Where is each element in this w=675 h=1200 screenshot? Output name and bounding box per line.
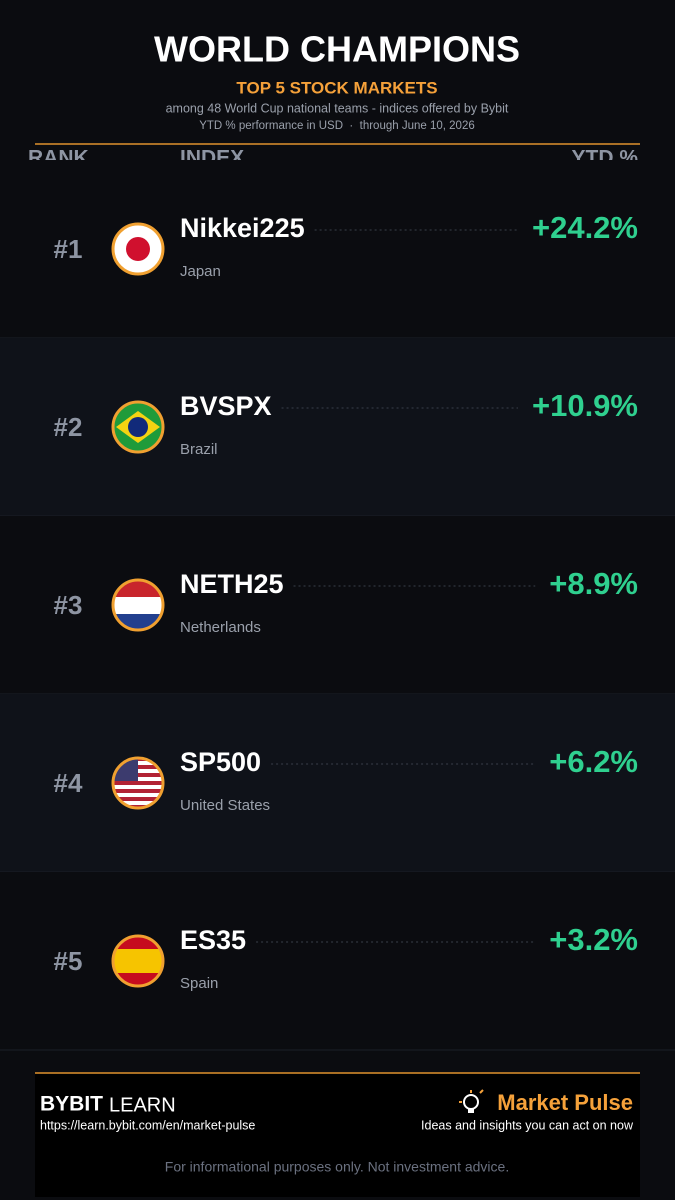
rank: #2: [54, 412, 83, 442]
row-background: [0, 160, 675, 338]
country: Spain: [180, 975, 218, 992]
flag-border: [111, 400, 165, 454]
rank: #4: [54, 768, 83, 798]
row-background: [0, 872, 675, 1050]
row-background: [0, 694, 675, 872]
ytd-value: +3.2%: [549, 922, 638, 957]
flag-border: [111, 756, 165, 810]
flag: [111, 400, 165, 454]
title: WORLD CHAMPIONS: [154, 29, 520, 70]
index-name: BVSPX: [180, 391, 272, 421]
brand-suffix: LEARN: [109, 1094, 176, 1116]
ytd-value: +10.9%: [532, 388, 638, 423]
country: United States: [180, 797, 270, 814]
footer: [35, 1073, 640, 1197]
bulb-icon: [459, 1089, 484, 1113]
description: among 48 World Cup national teams - indi…: [166, 101, 509, 115]
index-name: Nikkei225: [180, 213, 305, 243]
rank: #5: [54, 946, 83, 976]
flag: [111, 934, 165, 988]
subtitle: TOP 5 STOCK MARKETS: [236, 78, 437, 97]
row-background: [0, 338, 675, 516]
tagline: Ideas and insights you can act on now: [421, 1118, 634, 1132]
ytd-value: +24.2%: [532, 210, 638, 245]
note: YTD % performance in USD · through June …: [199, 120, 475, 132]
country: Brazil: [180, 441, 218, 458]
flag-border: [111, 578, 165, 632]
url: https://learn.bybit.com/en/market-pulse: [40, 1118, 255, 1132]
flag: [111, 756, 165, 810]
flag: [111, 578, 165, 632]
brand: BYBIT: [40, 1093, 103, 1116]
rows: #1 Nikkei225 Japan +24.2% #2 BVSPX Brazil +10.9…: [0, 160, 675, 1051]
disclaimer: For informational purposes only. Not inv…: [165, 1159, 509, 1175]
flag: [111, 222, 165, 276]
flag-border: [111, 222, 165, 276]
ytd-value: +8.9%: [549, 566, 638, 601]
rank: #3: [54, 590, 83, 620]
country: Japan: [180, 263, 221, 280]
product: Market Pulse: [497, 1090, 633, 1115]
ytd-value: +6.2%: [549, 744, 638, 779]
index-name: ES35: [180, 925, 246, 955]
index-name: NETH25: [180, 569, 284, 599]
rank: #1: [54, 234, 83, 264]
row-background: [0, 516, 675, 694]
country: Netherlands: [180, 619, 261, 636]
flag-border: [111, 934, 165, 988]
index-name: SP500: [180, 747, 261, 777]
